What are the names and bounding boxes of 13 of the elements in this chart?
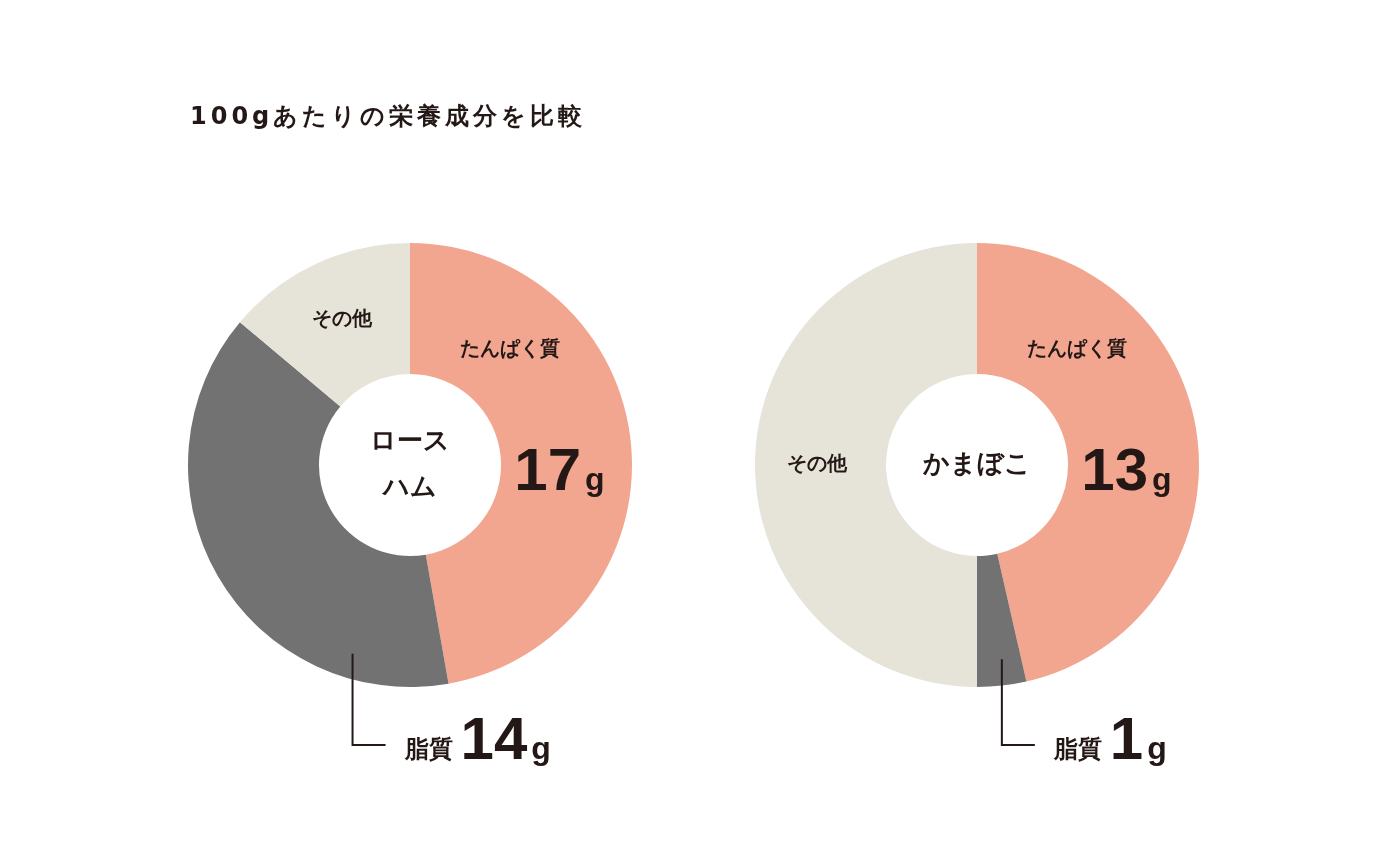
data-label: 1g — [1109, 705, 1167, 772]
text: かまぼこ — [922, 447, 1031, 478]
data-label: 13g — [1081, 436, 1172, 503]
slice-label: その他 — [312, 306, 374, 331]
slice-label: 脂質 — [1052, 735, 1102, 763]
slice-label: たんぱく質 — [459, 336, 560, 361]
slice-label: その他 — [787, 451, 849, 476]
data-label: 14g — [460, 705, 551, 772]
text: 100gあたりの栄養成分を比較 — [190, 101, 587, 132]
slice-label: 脂質 — [403, 735, 453, 763]
slice-label: たんぱく質 — [1026, 336, 1127, 361]
text: ロースハム — [370, 424, 450, 501]
data-label: 17g — [514, 436, 605, 503]
